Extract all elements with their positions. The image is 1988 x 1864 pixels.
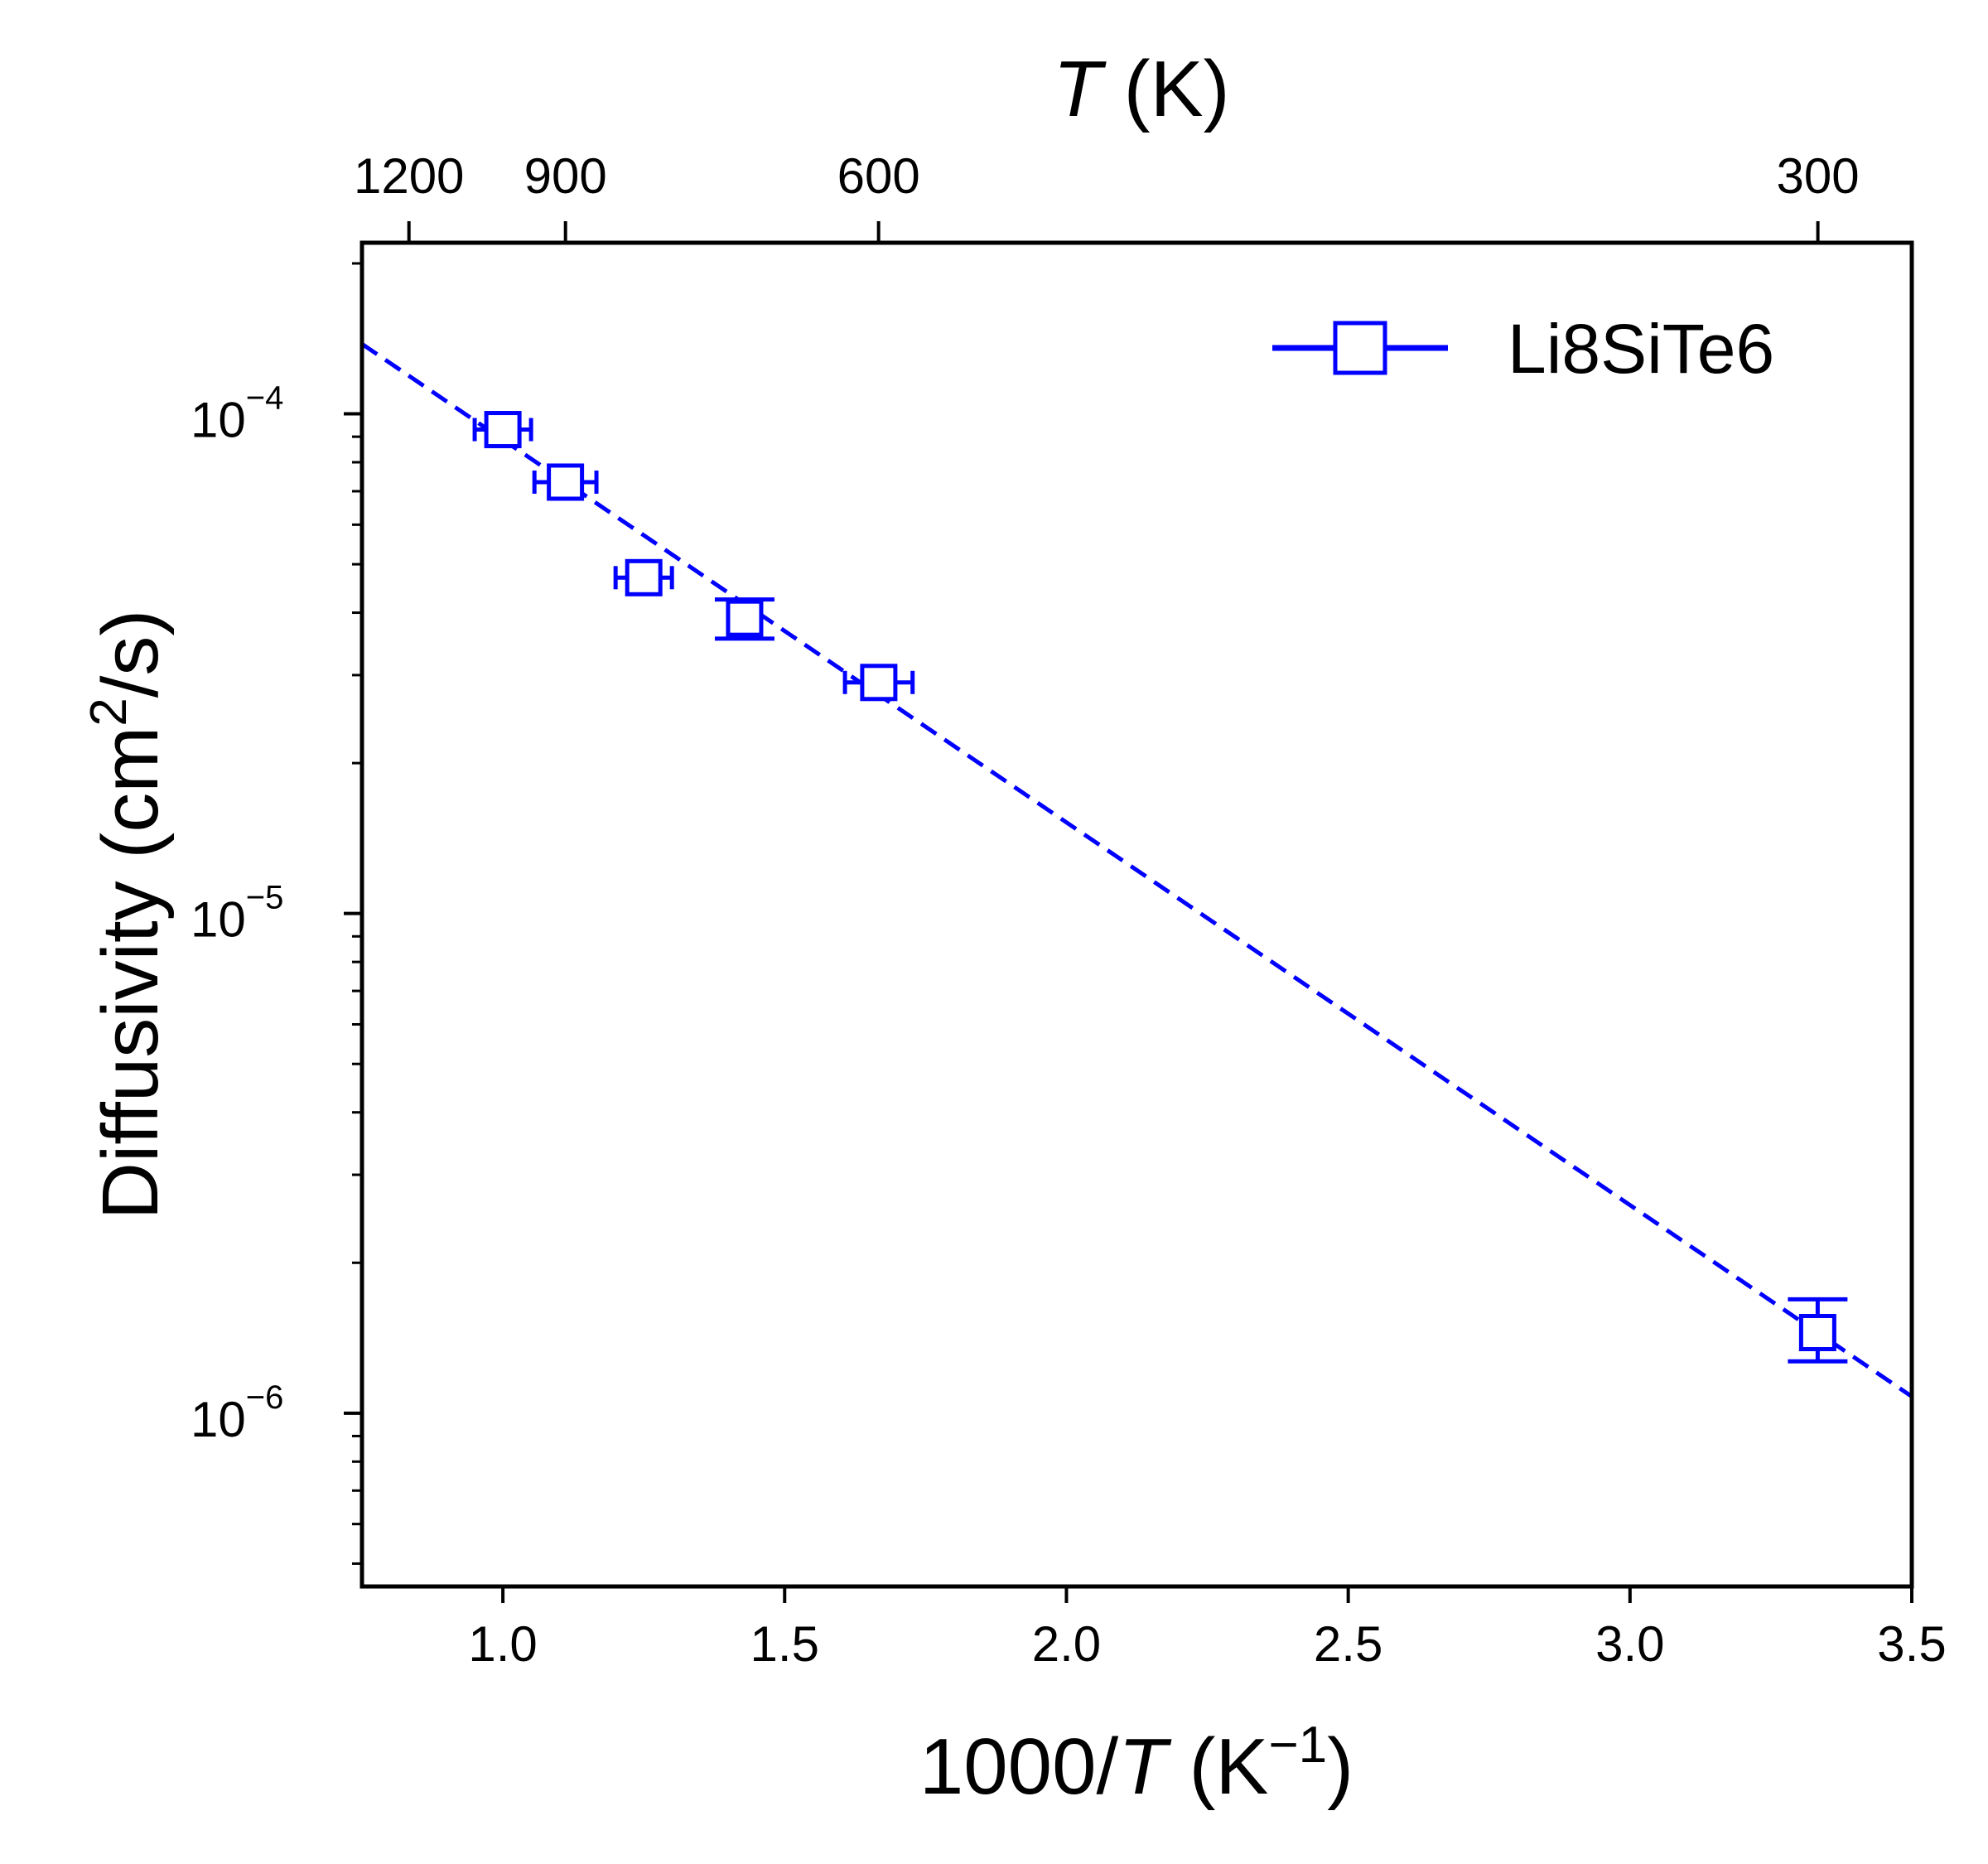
y-axis: 10−6 10−5 10−4 [191, 262, 362, 1565]
square-marker [1798, 1314, 1836, 1352]
top-tick-label: 300 [1777, 148, 1860, 204]
y-tick-label: 10−5 [191, 880, 283, 948]
data-point [714, 597, 774, 641]
x-tick-label: 2.5 [1314, 1616, 1382, 1672]
x-tick-label: 1.0 [468, 1616, 537, 1672]
x-tick-label: 1.5 [750, 1616, 819, 1672]
y-tick-label: 10−4 [191, 380, 283, 448]
square-marker [860, 664, 898, 702]
legend: Li8SiTe6 [1272, 310, 1774, 388]
x-tick-label: 2.0 [1032, 1616, 1101, 1672]
data-point [532, 463, 599, 501]
y-axis-title: Diffusivity (cm2/s) [80, 610, 175, 1220]
top-temperature-axis: 1200 900 600 300 [354, 148, 1860, 243]
top-axis-title: T (K) [1053, 45, 1229, 133]
top-tick-label: 900 [524, 148, 607, 204]
data-point [1788, 1297, 1848, 1364]
legend-marker [1333, 321, 1387, 375]
plot-frame [359, 240, 1914, 1589]
x-tick-label: 3.0 [1595, 1616, 1664, 1672]
data-point [613, 558, 674, 596]
square-marker [625, 558, 663, 596]
data-point [842, 664, 915, 702]
top-tick-label: 1200 [354, 148, 464, 204]
legend-label: Li8SiTe6 [1508, 310, 1774, 388]
y-tick-label: 10−6 [191, 1379, 283, 1447]
data-point [472, 411, 533, 449]
x-axis: 1.0 1.5 2.0 2.5 3.0 3.5 [468, 1586, 1947, 1672]
square-marker [547, 463, 585, 501]
arrhenius-fit-line [360, 342, 1913, 1398]
x-axis-title: 1000/T (K−1) [919, 1717, 1353, 1811]
top-tick-label: 600 [837, 148, 920, 204]
square-marker [484, 411, 522, 449]
data-points [472, 411, 1848, 1364]
square-marker [726, 599, 764, 637]
x-tick-label: 3.5 [1877, 1616, 1946, 1672]
